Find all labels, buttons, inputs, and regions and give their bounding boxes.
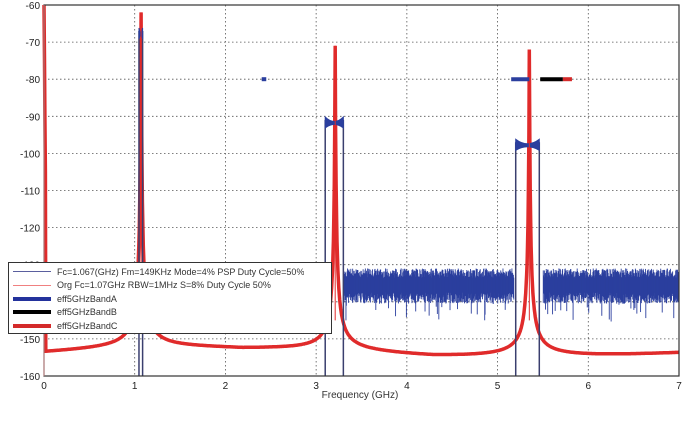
y-tick-label: -90 [26, 112, 41, 123]
x-tick-label: 6 [586, 381, 592, 392]
legend-label: eff5GHzBandB [57, 307, 117, 318]
y-tick-label: -150 [20, 335, 40, 346]
legend-swatch-4 [13, 323, 51, 328]
legend-item: eff5GHzBandA [13, 292, 327, 306]
y-tick-label: -60 [26, 1, 41, 12]
x-tick-label: 1 [132, 381, 138, 392]
x-tick-label: 7 [676, 381, 682, 392]
x-tick-label: 4 [404, 381, 410, 392]
legend-item: Fc=1.067(GHz) Fm=149KHz Mode=4% PSP Duty… [13, 265, 327, 279]
legend-swatch-0 [13, 271, 51, 273]
legend-label: eff5GHzBandC [57, 320, 118, 331]
x-tick-label: 3 [313, 381, 319, 392]
legend-swatch-1 [13, 284, 51, 286]
legend-swatch-3 [13, 310, 51, 315]
y-tick-label: -120 [20, 224, 40, 235]
x-tick-label: 0 [41, 381, 47, 392]
y-tick-label: -70 [26, 38, 41, 49]
legend-label: Org Fc=1.07GHz RBW=1MHz S=8% Duty Cycle … [57, 280, 271, 291]
legend-label: eff5GHzBandA [57, 293, 117, 304]
y-tick-label: -110 [21, 187, 41, 198]
legend-swatch-2 [13, 296, 51, 301]
legend-item: Org Fc=1.07GHz RBW=1MHz S=8% Duty Cycle … [13, 279, 327, 293]
legend-item: eff5GHzBandC [13, 319, 327, 333]
chart-legend: Fc=1.067(GHz) Fm=149KHz Mode=4% PSP Duty… [8, 262, 332, 334]
x-tick-label: 5 [495, 381, 501, 392]
x-tick-label: 2 [223, 381, 229, 392]
y-tick-label: -160 [20, 372, 40, 383]
x-axis-label: Frequency (GHz) [321, 390, 399, 401]
blue-series [138, 27, 680, 376]
legend-item: eff5GHzBandB [13, 306, 327, 320]
legend-label: Fc=1.067(GHz) Fm=149KHz Mode=4% PSP Duty… [57, 266, 305, 277]
y-tick-label: -100 [20, 149, 40, 160]
y-tick-label: -80 [26, 75, 41, 86]
